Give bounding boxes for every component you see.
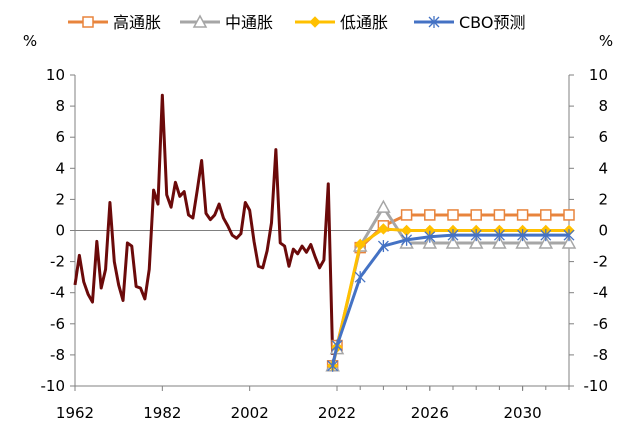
y-unit-right: % (599, 32, 613, 50)
legend-item-cbo: CBO预测 (414, 13, 525, 32)
legend: 高通胀 中通胀 低通胀 CBO预测 (68, 13, 525, 32)
x-tick-label: 2022 (318, 404, 356, 422)
series-point-cbo (424, 230, 436, 243)
series-point-high (400, 209, 413, 221)
series-point-cbo (331, 339, 343, 352)
legend-item-mid: 中通胀 (180, 13, 273, 32)
legend-marker (192, 14, 208, 28)
x-tick-label: 1982 (143, 404, 181, 422)
series-point-cbo (563, 229, 575, 242)
y-tick-label-right: 4 (598, 159, 608, 177)
plot-area (73, 93, 577, 372)
series-point-high (493, 209, 506, 221)
series-point-high (516, 209, 529, 221)
series-point-cbo (327, 359, 339, 372)
legend-marker (82, 16, 94, 28)
series-point-high (470, 209, 482, 221)
y-tick-label-left: -4 (50, 284, 65, 302)
y-tick-label-right: -2 (593, 253, 608, 271)
y-tick-label-right: 2 (598, 190, 608, 208)
series-point-cbo (447, 229, 459, 242)
series-point-mid (561, 235, 577, 249)
axes: -10 -10 -8 -8 -6 -6 -4 -4 -2 -2 0 0 2 2 4 4 6 6 8 8 10 10 1962… (41, 66, 609, 422)
historical-line (73, 93, 335, 355)
y-tick-label-right: 0 (598, 222, 608, 240)
x-tick-label: 2026 (411, 404, 449, 422)
x-tick-label: 1962 (56, 404, 94, 422)
y-tick-label-right: 10 (589, 66, 608, 84)
legend-label: 低通胀 (340, 13, 388, 32)
series-point-cbo (517, 229, 529, 242)
legend-label: 高通胀 (113, 13, 161, 32)
series-point-mid (445, 235, 461, 249)
y-tick-label-right: -6 (593, 315, 608, 333)
series-point-cbo (354, 271, 366, 284)
series-point-mid (515, 235, 530, 249)
series-line-low (331, 227, 569, 367)
series-point-mid (538, 235, 554, 249)
y-tick-label-left: 2 (55, 190, 65, 208)
y-tick-label-right: 8 (598, 97, 608, 115)
series-point-high (540, 209, 552, 221)
y-tick-label-left: 0 (55, 222, 65, 240)
y-tick-label-left: -6 (50, 315, 65, 333)
series-point-cbo (377, 240, 389, 253)
x-tick-label: 2030 (504, 404, 542, 422)
x-tick-label: 2002 (231, 404, 269, 422)
series-point-cbo (540, 229, 552, 242)
legend-item-low: 低通胀 (295, 13, 388, 32)
series-point-low (354, 238, 366, 251)
series-point-high (424, 209, 436, 221)
y-tick-label-left: 8 (55, 97, 65, 115)
legend-marker (309, 16, 321, 28)
series-point-mid (376, 199, 391, 213)
y-tick-label-left: -8 (50, 346, 65, 364)
y-tick-label-right: -8 (593, 346, 608, 364)
legend-label: 中通胀 (225, 13, 273, 32)
series-point-high (447, 209, 459, 221)
series-point-cbo (493, 229, 505, 242)
legend-label: CBO预测 (459, 13, 525, 32)
y-tick-label-right: -10 (584, 377, 609, 395)
y-tick-label-right: -4 (593, 284, 608, 302)
series-point-mid (468, 235, 484, 249)
y-tick-label-left: 6 (55, 128, 65, 146)
y-tick-label-left: 10 (46, 66, 65, 84)
series-point-low (377, 223, 390, 235)
legend-item-high: 高通胀 (68, 13, 161, 32)
series-line-cbo (331, 233, 569, 367)
series-point-mid (492, 235, 507, 249)
series-point-high (563, 209, 575, 221)
y-tick-label-right: 6 (598, 128, 608, 146)
y-tick-label-left: -2 (50, 253, 65, 271)
y-unit-left: % (23, 32, 37, 50)
series-point-cbo (401, 233, 413, 246)
series-point-cbo (470, 229, 482, 242)
legend-marker (428, 16, 440, 28)
y-tick-label-left: -10 (41, 377, 66, 395)
y-tick-label-left: 4 (55, 159, 65, 177)
